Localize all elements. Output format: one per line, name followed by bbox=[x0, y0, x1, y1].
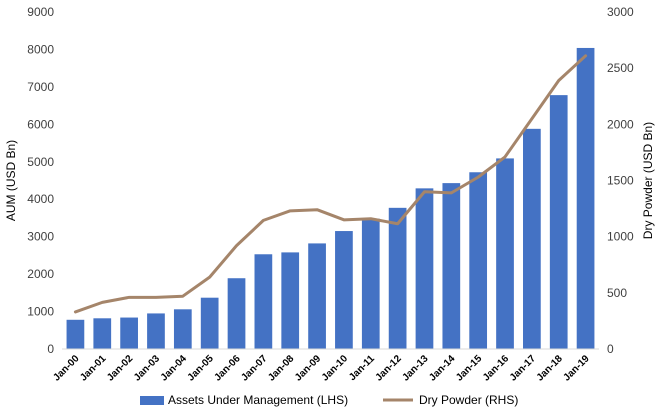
right-y-tick-label: 500 bbox=[607, 286, 627, 300]
left-y-tick-label: 9000 bbox=[27, 5, 54, 19]
left-y-axis: 0 1000 2000 3000 4000 5000 6000 7000 8000 9000 bbox=[27, 5, 54, 356]
x-tick-label: Jan-12 bbox=[374, 353, 404, 383]
bar-aum-jan-06 bbox=[227, 278, 246, 349]
bar-aum-jan-15 bbox=[469, 172, 488, 349]
legend-label-aum: Assets Under Management (LHS) bbox=[168, 393, 348, 407]
right-y-tick-label: 3000 bbox=[607, 5, 634, 19]
x-tick-label: Jan-07 bbox=[239, 353, 269, 383]
bar-aum-jan-18 bbox=[549, 95, 568, 349]
line-dry-powder bbox=[73, 54, 588, 314]
legend-label-dry-powder: Dry Powder (RHS) bbox=[419, 393, 518, 407]
left-y-tick-label: 7000 bbox=[27, 80, 54, 94]
x-tick-label: Jan-10 bbox=[320, 353, 350, 383]
left-y-tick-label: 6000 bbox=[27, 117, 54, 131]
x-tick-label: Jan-18 bbox=[535, 353, 565, 383]
left-y-tick-label: 5000 bbox=[27, 155, 54, 169]
bar-aum-jan-04 bbox=[173, 309, 192, 349]
left-y-tick-label: 4000 bbox=[27, 192, 54, 206]
x-tick-label: Jan-17 bbox=[508, 353, 538, 383]
legend: Assets Under Management (LHS) Dry Powder… bbox=[140, 393, 518, 407]
x-tick-label: Jan-08 bbox=[266, 353, 296, 383]
left-y-tick-label: 1000 bbox=[27, 305, 54, 319]
right-y-tick-label: 2500 bbox=[607, 61, 634, 75]
left-y-tick-label: 2000 bbox=[27, 267, 54, 281]
right-axis-title: Dry Powder (USD Bn) bbox=[641, 122, 655, 239]
x-tick-label: Jan-11 bbox=[347, 353, 377, 383]
x-tick-label: Jan-03 bbox=[132, 353, 162, 383]
x-tick-label: Jan-16 bbox=[481, 353, 511, 383]
bar-aum-jan-19 bbox=[576, 47, 595, 349]
left-y-tick-label: 0 bbox=[47, 342, 54, 356]
x-tick-label: Jan-13 bbox=[400, 353, 430, 383]
left-axis-title: AUM (USD Bn) bbox=[4, 140, 18, 221]
bar-aum-jan-13 bbox=[415, 188, 434, 349]
bar-aum-jan-09 bbox=[308, 243, 326, 349]
x-tick-label: Jan-04 bbox=[159, 353, 189, 383]
bar-aum-jan-12 bbox=[388, 207, 407, 349]
bar-aum-jan-02 bbox=[120, 317, 138, 349]
bar-aum-jan-17 bbox=[523, 128, 541, 349]
bar-aum-jan-08 bbox=[281, 252, 300, 349]
right-y-tick-label: 1000 bbox=[607, 230, 634, 244]
x-tick-label: Jan-05 bbox=[186, 353, 216, 383]
x-tick-label: Jan-01 bbox=[78, 353, 108, 383]
bar-aum-jan-05 bbox=[200, 297, 219, 349]
bar-aum-jan-01 bbox=[93, 318, 112, 349]
right-y-axis: 0 500 1000 1500 2000 2500 3000 bbox=[607, 5, 634, 356]
left-y-tick-label: 3000 bbox=[27, 230, 54, 244]
bar-aum-jan-14 bbox=[442, 183, 461, 349]
x-tick-label: Jan-15 bbox=[454, 353, 484, 383]
x-tick-label: Jan-06 bbox=[212, 353, 242, 383]
bar-aum-jan-00 bbox=[66, 319, 85, 349]
plot-area bbox=[66, 47, 595, 349]
x-tick-label: Jan-00 bbox=[51, 353, 81, 383]
right-y-tick-label: 0 bbox=[607, 342, 614, 356]
x-tick-label: Jan-02 bbox=[105, 353, 135, 383]
bar-aum-jan-11 bbox=[361, 218, 380, 349]
bar-aum-jan-03 bbox=[147, 313, 165, 349]
right-y-tick-label: 1500 bbox=[607, 174, 634, 188]
left-y-tick-label: 8000 bbox=[27, 42, 54, 56]
right-y-tick-label: 2000 bbox=[607, 117, 634, 131]
bar-aum-jan-10 bbox=[335, 231, 353, 349]
x-tick-label: Jan-19 bbox=[562, 353, 592, 383]
bar-aum-jan-16 bbox=[496, 158, 514, 349]
x-axis: Jan-00Jan-01Jan-02Jan-03Jan-04Jan-05Jan-… bbox=[51, 348, 599, 384]
x-tick-label: Jan-09 bbox=[293, 353, 323, 383]
bar-aum-jan-07 bbox=[254, 254, 273, 349]
legend-swatch-aum bbox=[140, 396, 164, 405]
x-tick-label: Jan-14 bbox=[427, 353, 457, 383]
